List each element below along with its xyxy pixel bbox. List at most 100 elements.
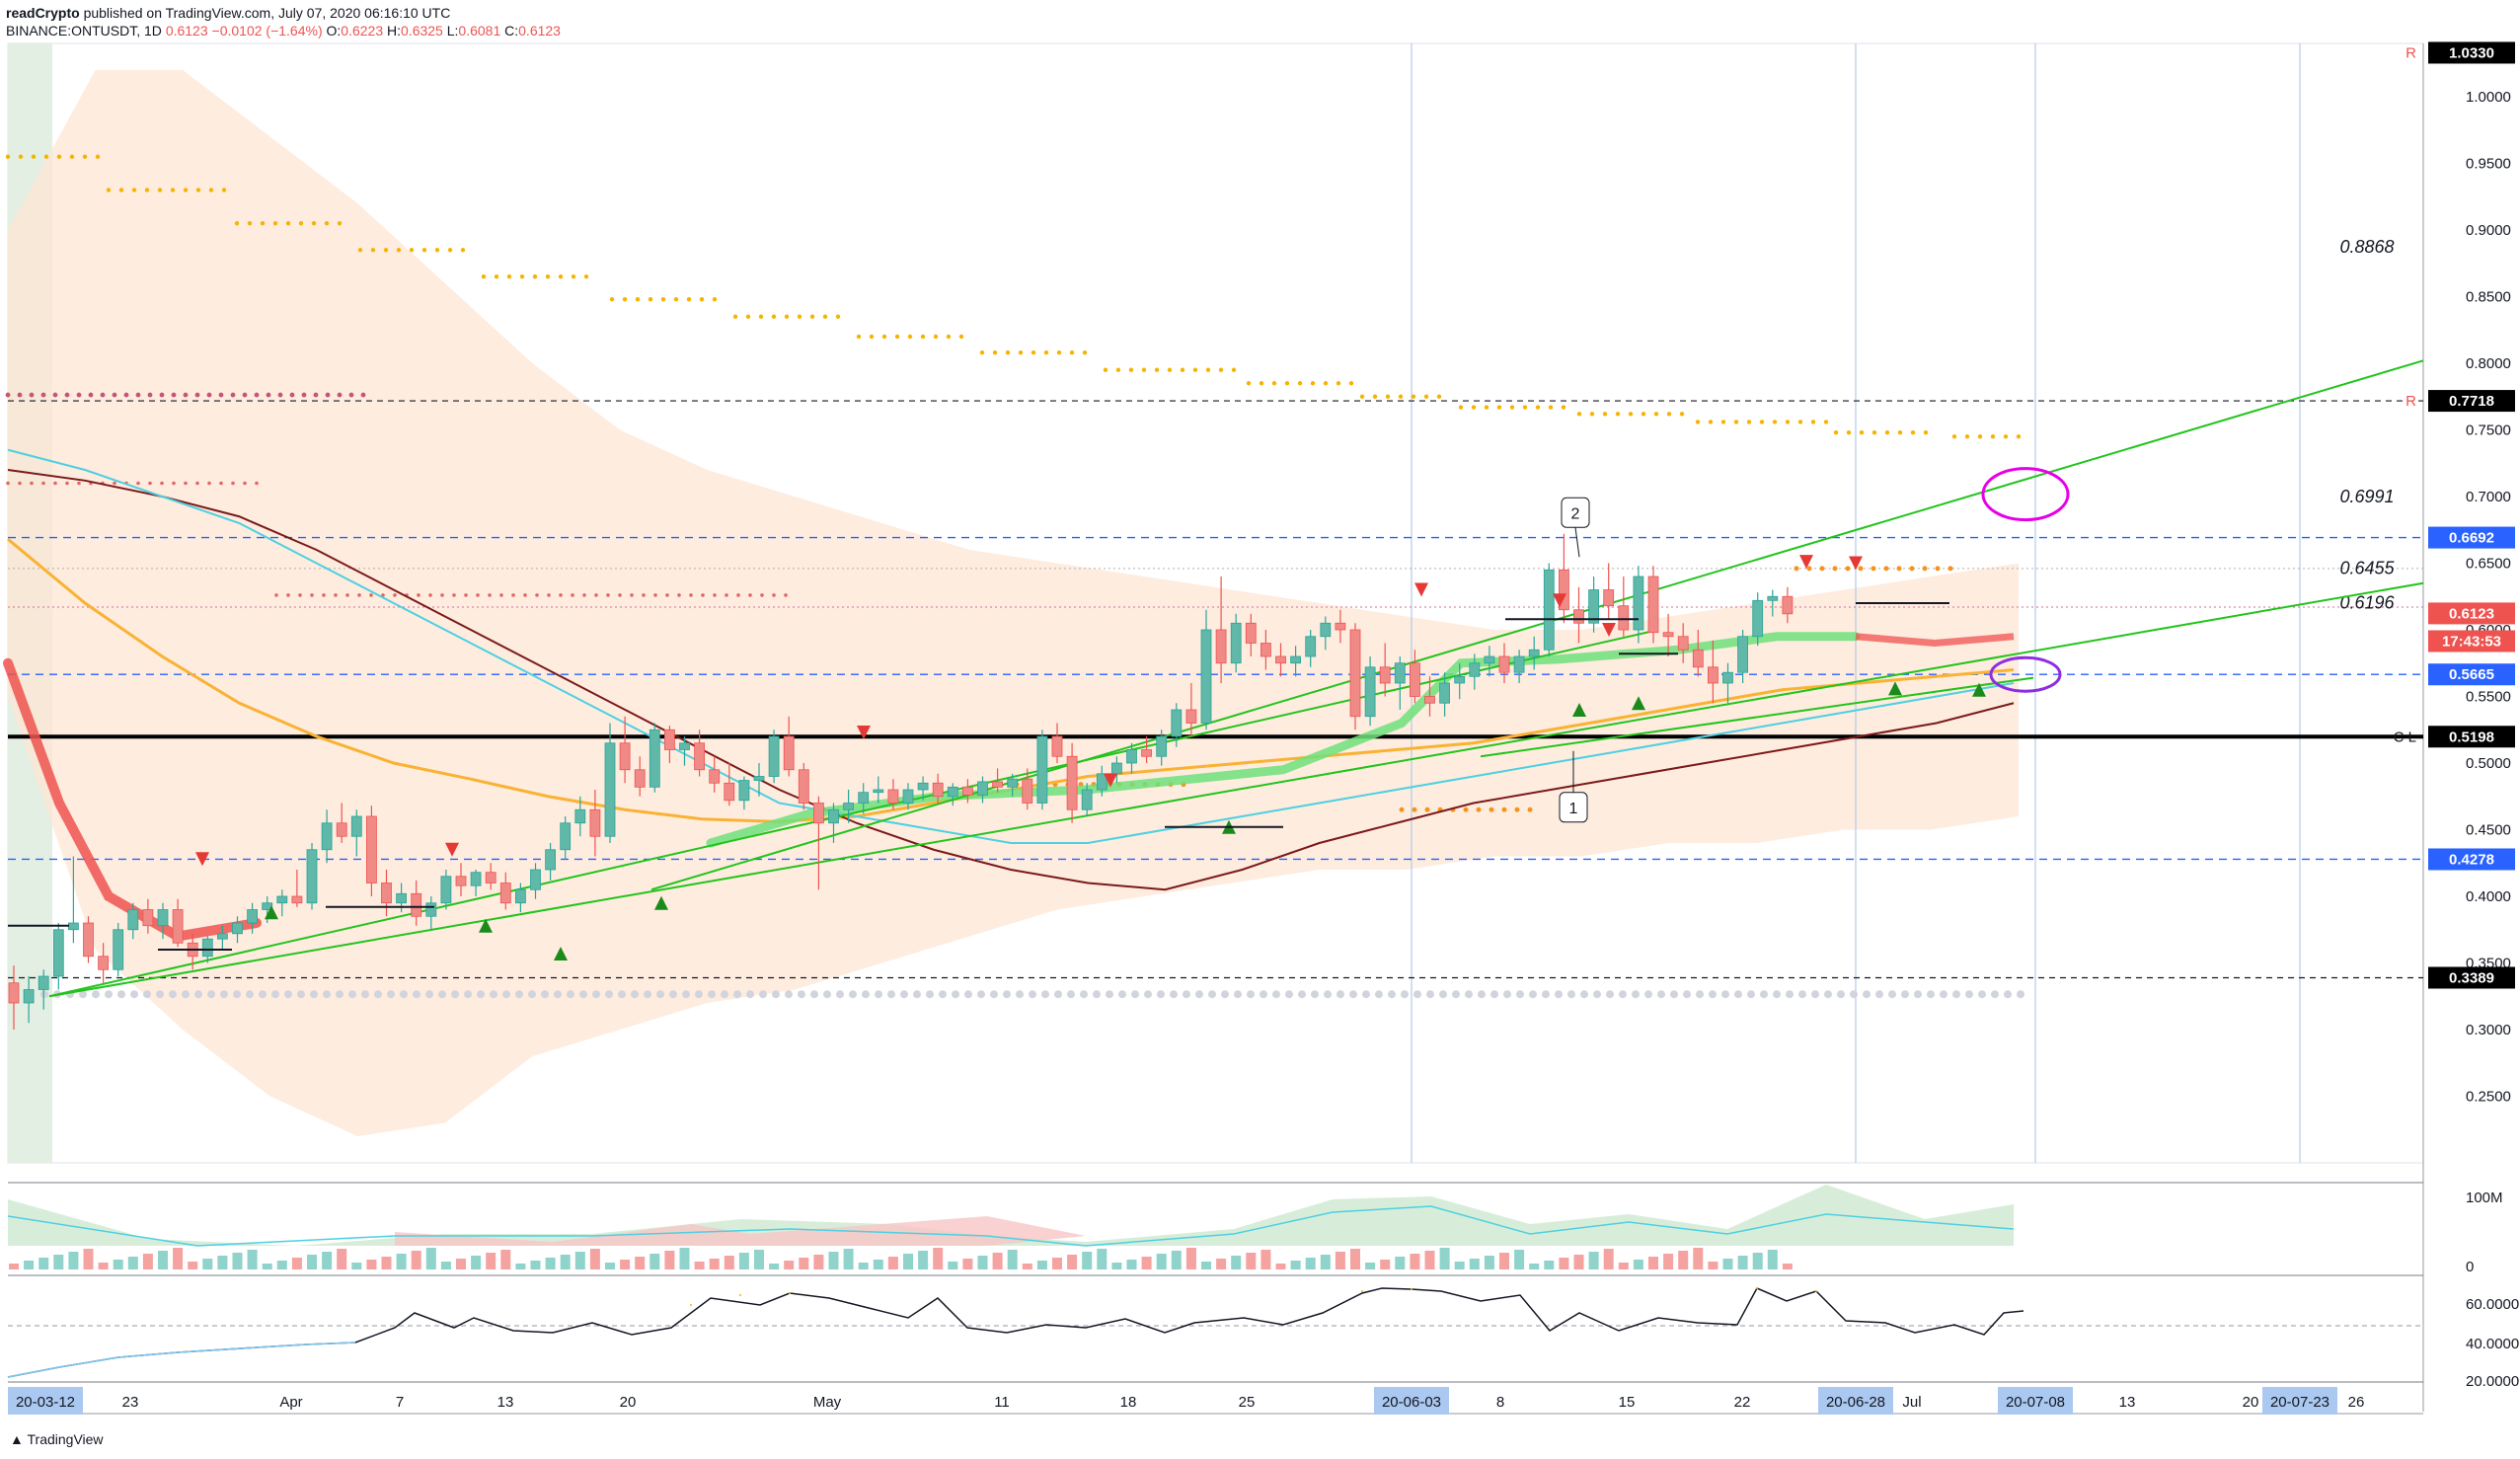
buy-signal-icon [1632,696,1645,711]
x-tick-label: 7 [396,1394,404,1411]
dot [1054,990,1062,999]
candle-body [1036,735,1048,804]
sell-signal-icon [1414,582,1428,597]
dot [1388,990,1396,999]
candle-body [113,929,124,970]
candle-body [962,786,973,796]
volume-bar [962,1259,973,1269]
dot [535,593,539,597]
stop-dot [1154,367,1160,372]
dot [926,990,934,999]
dot [1336,990,1344,999]
stop-dot [357,248,363,253]
support-dots [40,990,2024,999]
candle-body [589,808,601,837]
stop-dot [1589,412,1595,417]
dot [977,990,985,999]
dot [559,593,563,597]
dot [271,990,279,999]
dot [105,990,113,999]
volume-bar [709,1259,720,1269]
dot [1516,990,1524,999]
candle-body [232,922,243,935]
stop-dot [1056,350,1062,355]
dot [1593,990,1601,999]
candle-body [262,902,273,910]
dot [736,593,740,597]
stop-dot [622,297,628,302]
dot [1157,990,1165,999]
price-label-bg [2428,726,2515,748]
stop-dot [881,334,887,340]
sell-signal-icon [1799,555,1813,570]
rsi-pane: 60.0000 40.0000 20.0000 [7,1287,2519,1390]
candle-body [649,729,660,788]
volume-bar [1469,1259,1480,1269]
dot [1901,990,1909,999]
dot [605,990,613,999]
dot [136,481,140,486]
volume-bar [38,1258,49,1269]
stop-dot [1990,434,1996,439]
symbol-label[interactable]: BINANCE:ONTUSDT, 1D [6,23,162,38]
price-label: 17:43:53 [2442,633,2501,650]
candle-body [1111,762,1122,775]
publisher-name[interactable]: readCrypto [6,5,80,21]
buy-signal-icon [1972,682,1986,697]
stop-dot [1192,367,1198,372]
stop-dot [69,154,75,159]
tradingview-icon: ▲ [10,1431,24,1447]
dot [41,481,45,486]
volume-bar [635,1257,646,1269]
candle-body [664,729,675,750]
volume-bar [1231,1256,1242,1269]
date-flag-label: 20-06-28 [1826,1394,1885,1411]
stop-dot [979,350,985,355]
volume-bar [1320,1255,1331,1269]
dot [160,481,164,486]
candle-body [1573,609,1584,624]
tradingview-logo[interactable]: ▲ TradingView [10,1431,104,1447]
dot [1888,990,1896,999]
stop-dot [835,314,841,319]
volume-bar [1439,1248,1450,1269]
dot [1845,566,1851,572]
stop-dot [1897,430,1903,435]
price-label-bg [2428,663,2515,686]
dot [1811,990,1819,999]
dot [1501,806,1507,812]
stop-dot [1259,381,1264,386]
x-tick-label: 18 [1120,1394,1137,1411]
stop-dot [221,188,227,192]
dot [952,990,959,999]
volume-bar [843,1249,854,1269]
trendline-lower [48,581,2424,998]
candle-body [1215,629,1227,664]
volume-bar [828,1252,839,1269]
stop-dot [1484,405,1489,410]
stop-dot [1398,394,1404,399]
volume-bar [1380,1260,1391,1269]
dot [92,990,100,999]
dot [1272,990,1280,999]
dot [1285,990,1293,999]
stop-dot [260,221,266,226]
dot [748,593,752,597]
volume-bar [1171,1251,1182,1269]
candle-body [381,883,392,904]
dot [631,990,639,999]
x-tick-label: Apr [279,1394,302,1411]
candle-body [873,789,884,794]
x-tick-label: 13 [497,1394,514,1411]
volume-axis-label: 0 [2466,1259,2474,1275]
volume-bar [1410,1254,1420,1269]
dot [1067,990,1075,999]
stop-dot [1797,420,1803,424]
dot [147,392,153,398]
stop-dot [1602,412,1608,417]
volume-bar [1141,1257,1152,1269]
volume-bar [738,1253,749,1269]
dot [310,990,318,999]
dot [1208,990,1216,999]
